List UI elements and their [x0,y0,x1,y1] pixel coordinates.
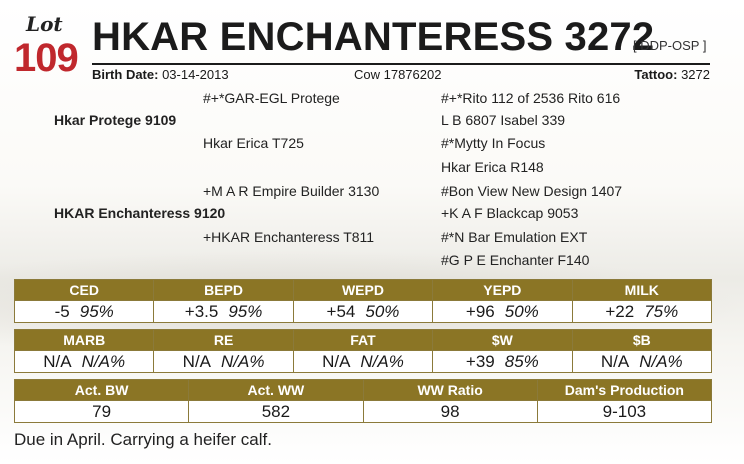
actual-header-dams-production: Dam's Production [536,379,713,401]
birth-date-value: 03-14-2013 [162,67,229,82]
epd-table-carcass: MARB RE FAT $W $B N/A N/A% N/A N/A% N/A N/A… [13,329,713,373]
actual-header-bw: Act. BW [13,379,190,401]
pedigree-ggp: #Bon View New Design 1407 [441,183,623,199]
epd-table-growth: CED BEPD WEPD YEPD MILK -5 95% +3.5 95% +5… [13,279,713,323]
pedigree-sire: Hkar Protege 9109 [54,112,177,128]
pedigree-ggp: #*Mytty In Focus [441,135,546,151]
epd-value: N/A [322,351,351,371]
epd-accuracy: 50% [365,301,400,321]
epd-cell-wepd: +54 50% [292,300,434,323]
lot-number: 109 [14,36,79,80]
epd-cell-bepd: +3.5 95% [153,300,294,323]
epd-accuracy: N/A% [639,351,683,371]
epd-accuracy: 50% [504,301,539,321]
actual-value-dams-production: 9-103 [536,400,713,423]
birth-date-label: Birth Date: [92,67,159,82]
epd-header-fat: FAT [292,329,434,351]
epd-accuracy: N/A% [81,351,126,371]
epd-header-milk: MILK [571,279,713,301]
actual-header-ww: Act. WW [188,379,364,401]
epd-cell-re: N/A N/A% [153,350,294,373]
actual-value-ww-ratio: 98 [362,400,538,423]
epd-value: -5 [54,301,70,321]
epd-value: N/A [43,351,72,371]
epd-value: N/A [182,351,212,371]
pedigree-sire-sire: #+*GAR-EGL Protege [203,90,340,106]
epd-cell-fat: N/A N/A% [292,350,434,373]
pedigree-dam-sire: +M A R Empire Builder 3130 [203,183,380,199]
pedigree-ggp: #*N Bar Emulation EXT [441,229,588,245]
epd-accuracy: 95% [79,301,114,321]
actuals-table: Act. BW Act. WW WW Ratio Dam's Productio… [13,379,713,423]
epd-header-b-index: $B [571,329,713,351]
actual-value-ww: 582 [188,400,364,423]
epd-cell-w-index: +39 85% [432,350,573,373]
birth-date: Birth Date: 03-14-2013 [92,67,229,82]
actual-header-ww-ratio: WW Ratio [362,379,538,401]
epd-cell-milk: +22 75% [571,300,713,323]
pedigree-ggp: #+*Rito 112 of 2536 Rito 616 [441,90,621,106]
pedigree-sire-dam: Hkar Erica T725 [203,135,304,151]
epd-header-ced: CED [13,279,155,301]
epd-cell-marb: N/A N/A% [13,350,155,373]
epd-value: +22 [605,301,635,321]
epd-accuracy: 95% [228,301,263,321]
epd-value: +3.5 [184,301,219,321]
info-line: Birth Date: 03-14-2013 Cow 17876202 Tatt… [92,63,710,83]
tattoo-value: 3272 [681,67,710,82]
epd-header-w-index: $W [432,329,573,351]
epd-value: +54 [326,301,356,321]
animal-name: HKAR ENCHANTERESS 3272 [92,15,655,59]
epd-header-wepd: WEPD [292,279,434,301]
pedigree-ggp: #G P E Enchanter F140 [441,252,590,268]
epd-value: +39 [465,351,495,371]
pedigree-ggp: Hkar Erica R148 [441,159,544,175]
pedigree-dam: HKAR Enchanteress 9120 [54,205,226,221]
epd-value: +96 [465,301,495,321]
actual-value-bw: 79 [13,400,190,423]
epd-header-marb: MARB [13,329,155,351]
epd-accuracy: N/A% [221,351,265,371]
epd-accuracy: 75% [644,301,679,321]
tattoo-label: Tattoo: [634,67,678,82]
pedigree-dam-dam: +HKAR Enchanteress T811 [203,229,375,245]
epd-cell-yepd: +96 50% [432,300,573,323]
epd-accuracy: N/A% [360,351,404,371]
epd-header-bepd: BEPD [153,279,294,301]
cow-id: Cow 17876202 [354,67,442,82]
lot-label: Lot [26,12,63,36]
epd-cell-b-index: N/A N/A% [571,350,713,373]
epd-accuracy: 85% [504,351,539,371]
pedigree-ggp: L B 6807 Isabel 339 [441,112,566,128]
epd-cell-ced: -5 95% [13,300,155,323]
pedigree-ggp: +K A F Blackcap 9053 [441,205,579,221]
registry-tag: [ DDP-OSP ] [633,38,707,53]
lot-note: Due in April. Carrying a heifer calf. [14,430,272,449]
epd-header-re: RE [153,329,294,351]
tattoo: Tattoo: 3272 [634,67,710,82]
epd-value: N/A [600,351,630,371]
epd-header-yepd: YEPD [432,279,573,301]
